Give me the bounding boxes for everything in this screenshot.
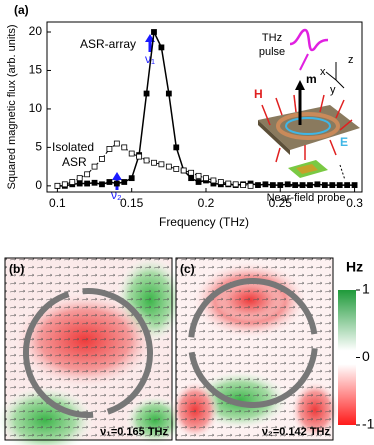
annotation: y — [330, 84, 336, 96]
marker — [307, 182, 313, 188]
marker — [84, 180, 91, 187]
marker — [54, 182, 61, 189]
marker — [84, 171, 91, 178]
marker — [121, 144, 128, 151]
y-tick-label: 5 — [35, 140, 42, 154]
marker — [188, 175, 195, 182]
marker — [136, 153, 143, 160]
marker — [113, 140, 120, 147]
marker — [91, 163, 98, 170]
marker — [269, 182, 276, 188]
marker — [351, 182, 358, 188]
marker — [247, 182, 254, 189]
marker — [61, 181, 68, 188]
marker — [76, 175, 83, 182]
marker — [91, 179, 98, 186]
marker — [99, 156, 105, 162]
marker — [151, 159, 157, 166]
colorbar — [338, 290, 356, 425]
marker — [99, 181, 105, 188]
marker — [255, 182, 261, 188]
marker — [128, 175, 135, 182]
marker — [210, 177, 217, 184]
y-tick-label: 10 — [29, 101, 43, 115]
marker — [240, 182, 247, 188]
annotation: pulse — [259, 46, 285, 58]
legend-label: Isolated — [52, 140, 94, 154]
legend-label: ASR — [62, 155, 87, 169]
x-axis-label: Frequency (THz) — [159, 215, 249, 229]
x-tick-label: 0.3 — [346, 196, 363, 210]
y-tick-label: 0 — [35, 178, 42, 192]
marker — [188, 169, 195, 176]
annotation: z — [348, 54, 354, 66]
x-tick-label: 0.15 — [120, 196, 144, 210]
arrow — [112, 172, 122, 180]
marker — [158, 44, 165, 51]
field-map — [0, 255, 185, 445]
panel-label: (c) — [180, 262, 195, 276]
marker — [76, 180, 83, 187]
marker — [69, 179, 76, 185]
marker — [203, 175, 209, 182]
marker — [217, 179, 224, 185]
legend-label: ASR-array — [80, 37, 136, 51]
marker — [299, 182, 306, 188]
x-tick-label: 0.1 — [49, 196, 66, 210]
y-tick-label: 20 — [29, 24, 43, 38]
annotation: Near-field probe — [267, 192, 346, 204]
plot-frame — [46, 21, 363, 193]
marker — [173, 166, 180, 172]
marker — [106, 179, 113, 185]
marker — [195, 179, 202, 185]
marker — [277, 182, 284, 188]
marker — [180, 167, 187, 174]
annotation: x — [320, 66, 326, 78]
marker — [165, 163, 172, 170]
marker — [143, 157, 150, 164]
marker — [344, 182, 351, 188]
marker — [143, 90, 150, 97]
marker — [262, 181, 269, 188]
caption: ν₁=0.165 THz — [100, 426, 168, 438]
marker — [106, 146, 113, 152]
marker — [121, 179, 128, 185]
marker — [314, 181, 321, 188]
panel-label: (a) — [14, 3, 29, 17]
marker — [329, 182, 336, 188]
panel-label: (b) — [9, 262, 24, 276]
colorbar-label: Hz — [346, 259, 363, 275]
marker — [225, 180, 232, 187]
y-tick-label: 15 — [29, 63, 43, 77]
y-axis-label: Squared magnetic flux (arb. units) — [6, 24, 18, 189]
x-tick-label: 0.25 — [269, 196, 293, 210]
colorbar-tick-label: 0 — [362, 348, 370, 364]
inset: THz pulse m H E x y z Near-field probe — [254, 28, 360, 204]
marker — [336, 182, 343, 188]
marker — [151, 29, 157, 35]
marker — [165, 90, 172, 97]
marker — [284, 181, 291, 188]
marker — [128, 150, 135, 157]
marker — [158, 161, 165, 168]
annotation: THz — [262, 32, 282, 44]
annotation: m — [306, 72, 317, 86]
x-tick-label: 0.2 — [198, 196, 215, 210]
field-map — [170, 257, 340, 441]
annotation: H — [254, 87, 263, 101]
annotation: E — [340, 135, 348, 149]
caption: ν₂=0.142 THz — [262, 426, 331, 438]
marker — [173, 144, 180, 151]
annotation: ν₂ — [111, 188, 122, 202]
marker — [113, 180, 120, 187]
marker — [195, 172, 202, 179]
colorbar-tick-label: -1 — [362, 416, 374, 432]
marker — [232, 181, 239, 188]
marker — [292, 182, 299, 188]
marker — [321, 182, 328, 188]
colorbar-tick-label: 1 — [362, 281, 370, 297]
